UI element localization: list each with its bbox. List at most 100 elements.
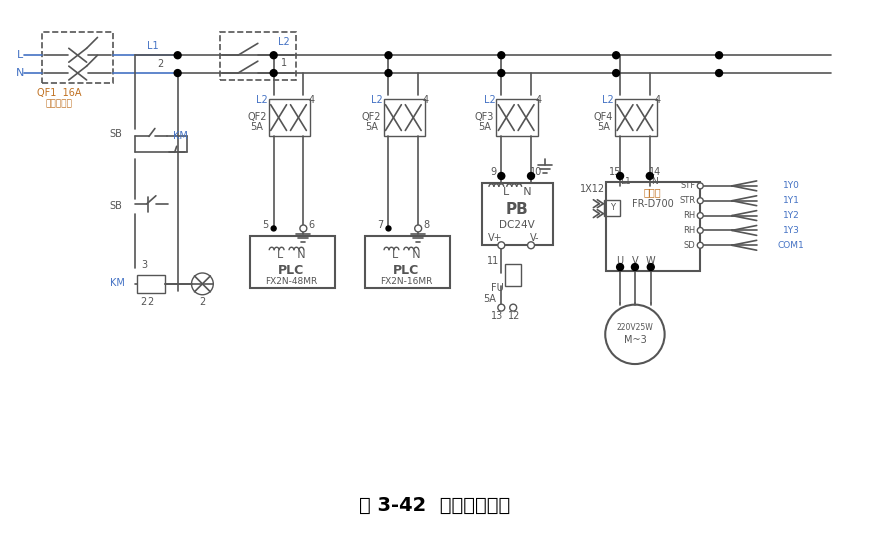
Circle shape [647,263,653,270]
Text: 6: 6 [308,220,314,230]
Bar [249,236,335,288]
Text: 9: 9 [490,167,496,177]
Circle shape [715,70,721,77]
Text: 1X12: 1X12 [579,184,604,194]
Text: W: W [645,256,655,266]
Text: N: N [651,178,657,186]
Text: U: U [616,256,623,266]
Text: FX2N-16MR: FX2N-16MR [380,277,432,286]
Text: V-: V- [529,233,539,243]
Circle shape [174,52,181,59]
Circle shape [696,213,702,218]
Circle shape [612,52,619,59]
Text: 带漏电保护: 带漏电保护 [45,99,72,108]
Text: PLC: PLC [393,263,419,276]
Circle shape [497,70,504,77]
Circle shape [497,242,504,249]
Text: QF2: QF2 [247,112,266,122]
Circle shape [270,70,277,77]
Text: QF1  16A: QF1 16A [36,88,81,98]
Text: FU: FU [490,283,503,293]
Text: L2: L2 [601,95,614,105]
Circle shape [300,225,307,232]
Text: 5A: 5A [482,294,495,304]
Circle shape [497,304,504,311]
Circle shape [385,52,392,59]
Circle shape [415,225,421,232]
Text: 1Y2: 1Y2 [782,211,799,220]
Text: 12: 12 [507,311,520,320]
Text: 4: 4 [422,95,428,105]
Text: FR-D700: FR-D700 [631,199,673,209]
Text: SB: SB [109,129,123,140]
Bar [604,200,620,216]
Text: SD: SD [683,241,694,250]
Text: 11: 11 [487,256,499,266]
Text: SB: SB [109,201,123,211]
Text: 13: 13 [491,311,503,320]
Text: L1: L1 [147,41,158,52]
Text: PB: PB [505,202,528,217]
Text: 7: 7 [377,220,383,230]
Text: L: L [17,50,23,60]
Text: 2: 2 [199,296,205,307]
Circle shape [527,242,534,249]
Bar [42,33,113,83]
Text: 5: 5 [262,220,269,230]
Text: L    N: L N [502,187,531,197]
Text: L    N: L N [392,250,420,260]
Text: L2: L2 [483,95,494,105]
Text: COM1: COM1 [777,241,804,250]
Bar [364,236,449,288]
Text: 4: 4 [308,95,314,105]
Bar [481,183,552,245]
Circle shape [271,226,275,231]
Text: 5A: 5A [250,123,263,132]
Text: DC24V: DC24V [499,220,534,230]
Bar [383,99,425,136]
Text: STF: STF [680,181,694,191]
Text: 2: 2 [147,296,153,307]
Circle shape [270,52,277,59]
Circle shape [174,70,181,77]
Text: QF4: QF4 [593,112,613,122]
Bar [614,99,656,136]
Circle shape [715,52,721,59]
Text: 8: 8 [422,220,428,230]
Text: V: V [631,256,638,266]
Text: M~3: M~3 [623,335,646,345]
Text: KM: KM [109,278,124,288]
Text: 3: 3 [141,260,147,270]
Text: V+: V+ [488,233,502,243]
Text: 1Y0: 1Y0 [782,181,799,191]
Bar [505,264,521,286]
Text: 4: 4 [653,95,660,105]
Text: 变频器: 变频器 [643,187,660,197]
Text: QF3: QF3 [474,112,494,122]
Text: 220V25W: 220V25W [616,323,653,332]
Text: 15: 15 [608,167,620,177]
Text: 4: 4 [535,95,541,105]
Text: 5A: 5A [365,123,378,132]
Circle shape [497,52,504,59]
Text: RH: RH [682,211,694,220]
Text: 2: 2 [157,59,163,69]
Text: PLC: PLC [278,263,304,276]
Text: 2: 2 [140,296,146,307]
Circle shape [616,173,623,179]
Text: 1Y1: 1Y1 [782,196,799,205]
Text: QF2: QF2 [362,112,381,122]
Bar [137,275,164,293]
Circle shape [385,70,392,77]
Text: FX2N-48MR: FX2N-48MR [265,277,317,286]
Text: 5A: 5A [596,123,609,132]
Text: RH: RH [682,226,694,235]
Circle shape [509,304,516,311]
Text: 1: 1 [280,58,286,68]
Circle shape [612,70,619,77]
Bar [269,99,310,136]
Circle shape [696,228,702,233]
Bar [496,99,537,136]
Circle shape [631,263,638,270]
Text: L    N: L N [277,250,305,260]
